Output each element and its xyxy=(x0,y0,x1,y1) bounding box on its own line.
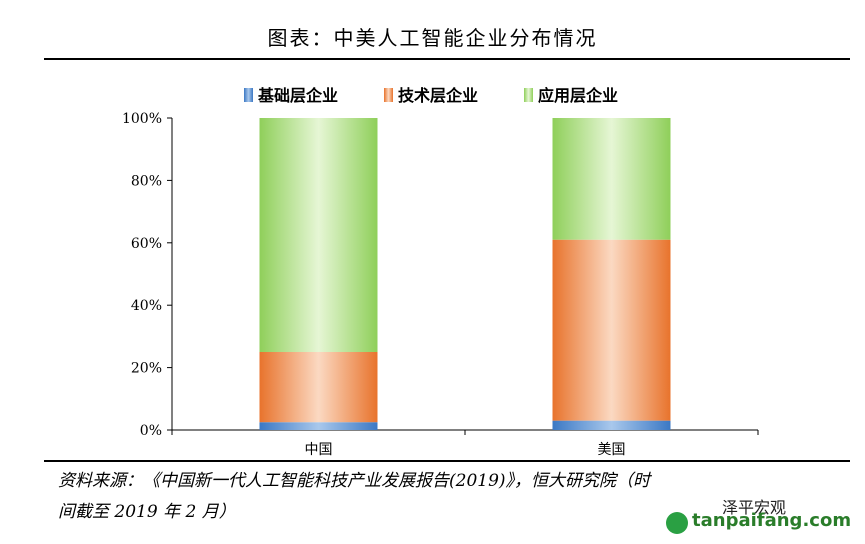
source-line-1: 资料来源：《中国新一代人工智能科技产业发展报告(2019)》，恒大研究院（时 xyxy=(58,471,651,491)
legend-swatch xyxy=(524,88,533,102)
watermark-logo-icon xyxy=(666,512,688,534)
y-tick-label: 60% xyxy=(131,236,162,252)
bottom-rule xyxy=(44,460,850,462)
y-tick-label: 0% xyxy=(140,423,162,439)
y-tick-label: 80% xyxy=(131,173,162,189)
watermark-wechat: 泽平宏观 xyxy=(722,498,787,517)
source-line-2: 间截至 2019 年 2 月） xyxy=(58,502,236,522)
legend-label: 应用层企业 xyxy=(538,86,618,105)
x-tick-label: 美国 xyxy=(598,442,626,458)
legend-label: 技术层企业 xyxy=(398,86,478,105)
legend-swatch xyxy=(384,88,393,102)
bar-segment xyxy=(259,352,378,423)
bar-segment xyxy=(552,239,671,421)
bar-segment xyxy=(552,118,671,240)
legend: 基础层企业 技术层企业 应用层企业 xyxy=(244,86,618,105)
watermark-site-text: tanpaifang.com xyxy=(692,510,852,531)
bars: 中国 美国 xyxy=(259,118,671,458)
watermark-site: tanpaifang.com xyxy=(666,510,851,531)
source-note: 资料来源：《中国新一代人工智能科技产业发展报告(2019)》，恒大研究院（时 间… xyxy=(58,466,818,528)
bar-segment xyxy=(552,420,671,430)
chart-title: 图表：中美人工智能企业分布情况 xyxy=(267,26,598,50)
y-tick-label: 40% xyxy=(131,298,162,314)
bar-segment xyxy=(259,422,378,430)
bar-segment xyxy=(259,118,378,352)
x-tick-label: 中国 xyxy=(305,442,333,458)
legend-label: 基础层企业 xyxy=(257,86,338,105)
y-tick-label: 100% xyxy=(122,111,162,127)
top-rule xyxy=(44,58,850,60)
y-tick-label: 20% xyxy=(131,361,162,377)
legend-swatch xyxy=(244,88,253,102)
